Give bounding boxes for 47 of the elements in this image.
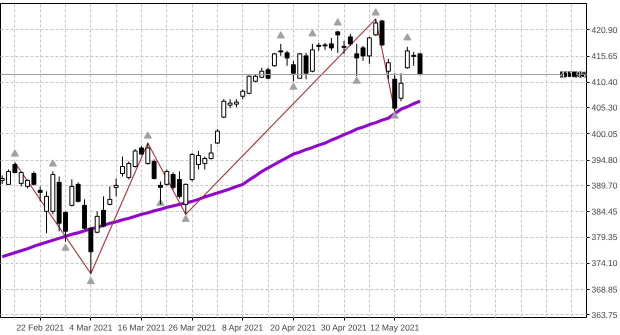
y-tick-label: 420.90 bbox=[592, 24, 618, 35]
candlestick bbox=[38, 186, 43, 202]
point bbox=[276, 31, 285, 38]
y-tick-label: 394.80 bbox=[592, 155, 618, 165]
candlestick bbox=[386, 58, 391, 80]
point bbox=[86, 277, 95, 284]
line-series bbox=[0, 100, 422, 258]
candlestick bbox=[278, 43, 284, 56]
ref-line-label: 411.95 bbox=[560, 70, 586, 80]
y-tick-label: 363.75 bbox=[592, 310, 618, 320]
point bbox=[182, 214, 190, 222]
y-tick-label: 415.65 bbox=[592, 51, 618, 62]
x-tick-label: 22 Feb 2021 bbox=[16, 322, 64, 332]
point bbox=[48, 159, 57, 167]
point bbox=[403, 33, 412, 40]
x-tick-label: 12 May 2021 bbox=[370, 322, 420, 332]
candlestick bbox=[114, 178, 119, 197]
x-tick-label: 30 Apr 2021 bbox=[320, 322, 368, 332]
y-tick-label: 400.05 bbox=[592, 128, 618, 139]
y-tick-label: 374.10 bbox=[592, 258, 618, 268]
x-tick-label: 16 Mar 2021 bbox=[118, 322, 166, 332]
x-tick-label: 20 Apr 2021 bbox=[270, 322, 316, 332]
x-tick-label: 26 Mar 2021 bbox=[168, 322, 216, 332]
y-tick-label: 384.45 bbox=[592, 206, 618, 217]
point bbox=[372, 8, 380, 16]
point bbox=[308, 29, 316, 36]
x-tick-label: 8 Apr 2021 bbox=[222, 322, 264, 332]
point bbox=[334, 18, 342, 26]
candlestick bbox=[348, 33, 353, 46]
point bbox=[289, 82, 298, 90]
y-tick-label: 389.70 bbox=[592, 180, 618, 190]
candlestick bbox=[342, 40, 347, 54]
candlestick bbox=[335, 30, 340, 54]
candlestick bbox=[272, 52, 277, 68]
point bbox=[62, 244, 70, 251]
candlestick bbox=[107, 186, 112, 206]
y-tick-label: 368.85 bbox=[592, 284, 618, 294]
point bbox=[390, 112, 399, 119]
point bbox=[144, 132, 152, 139]
y-tick-label: 379.35 bbox=[592, 232, 618, 242]
x-tick-label: 4 Mar 2021 bbox=[69, 322, 113, 332]
candlestick bbox=[214, 128, 220, 145]
point bbox=[10, 149, 19, 157]
y-tick-label: 405.30 bbox=[592, 102, 618, 113]
point bbox=[352, 76, 361, 84]
candlestick bbox=[284, 50, 290, 66]
y-tick-label: 410.40 bbox=[592, 77, 618, 88]
